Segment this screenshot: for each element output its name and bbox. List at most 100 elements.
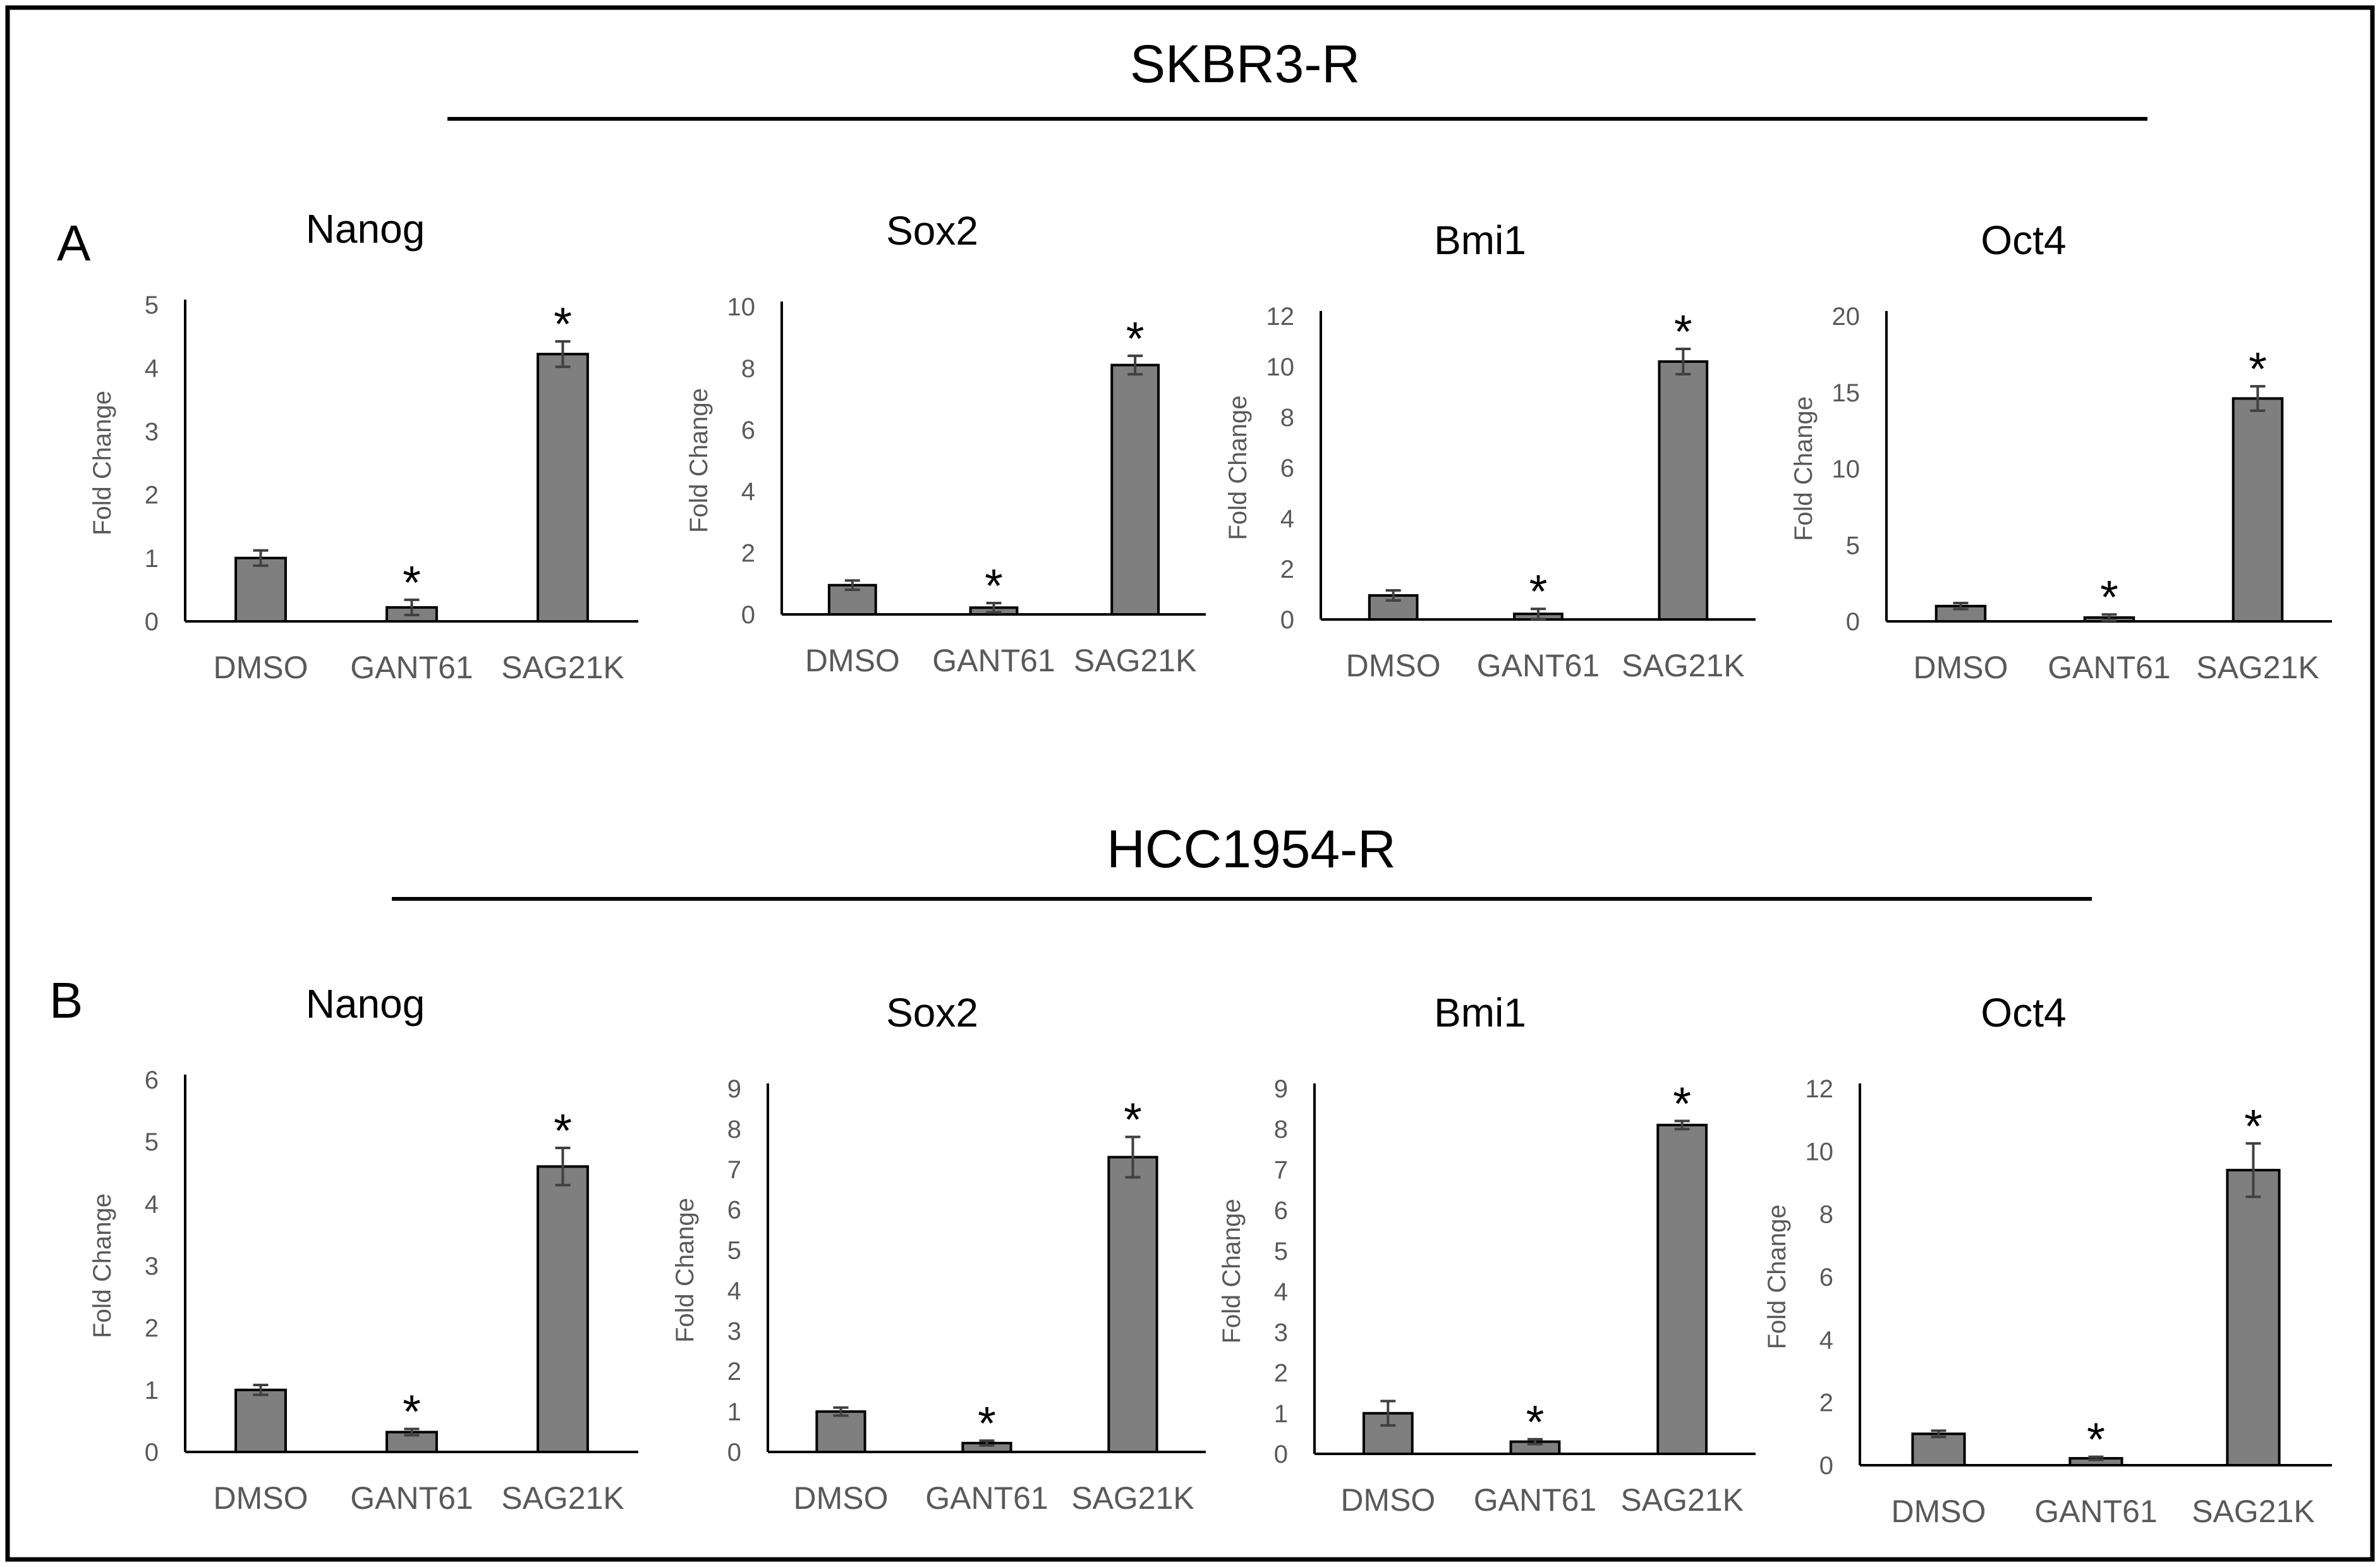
y-tick-label: 20 bbox=[1832, 303, 1861, 331]
chart-title: Nanog bbox=[306, 981, 425, 1027]
y-tick-label: 0 bbox=[1846, 608, 1860, 636]
y-tick-label: 8 bbox=[1280, 404, 1294, 432]
y-tick-label: 3 bbox=[1274, 1319, 1288, 1346]
significance-star: * bbox=[2100, 571, 2118, 623]
x-tick-label: SAG21K bbox=[1074, 643, 1197, 678]
x-tick-label: DMSO bbox=[214, 650, 308, 685]
x-tick-label: GANT61 bbox=[1474, 1482, 1597, 1518]
chart-title: Sox2 bbox=[886, 208, 978, 253]
significance-star: * bbox=[1126, 312, 1144, 365]
chart-hcc1954-r-sox2: Sox2 Fold Change 0 1 2 3 4 5 6 7 8 9 DMSO * GANT61 * SAG… bbox=[671, 990, 1206, 1516]
y-tick-label: 2 bbox=[1819, 1389, 1833, 1417]
y-tick-label: 5 bbox=[1846, 532, 1860, 559]
y-tick-label: 0 bbox=[727, 1439, 741, 1466]
significance-star: * bbox=[1673, 1077, 1691, 1130]
x-tick-label: GANT61 bbox=[350, 1480, 473, 1516]
y-tick-label: 6 bbox=[145, 1066, 159, 1094]
y-tick-label: 15 bbox=[1832, 379, 1861, 407]
x-tick-label: SAG21K bbox=[1620, 1482, 1744, 1518]
chart-skbr3-r-sox2: Sox2 Fold Change 0 2 4 6 8 10 DMSO * GANT61 * SAG21K bbox=[685, 208, 1206, 678]
significance-star: * bbox=[2087, 1413, 2105, 1466]
bar bbox=[234, 556, 287, 623]
y-tick-label: 12 bbox=[1266, 303, 1295, 331]
y-tick-label: 10 bbox=[1266, 353, 1295, 381]
y-tick-label: 1 bbox=[145, 1377, 159, 1405]
chart-skbr3-r-oct4: Oct4 Fold Change 0 5 10 15 20 DMSO * GANT61 * SAG21… bbox=[1790, 217, 2332, 685]
y-tick-label: 8 bbox=[1819, 1201, 1833, 1229]
significance-star: * bbox=[985, 559, 1003, 612]
y-tick-label: 4 bbox=[741, 478, 755, 506]
y-axis-title: Fold Change bbox=[671, 1198, 699, 1343]
y-tick-label: 2 bbox=[741, 540, 755, 568]
bar bbox=[1911, 1432, 1966, 1466]
y-tick-label: 1 bbox=[1274, 1400, 1288, 1428]
x-tick-label: GANT61 bbox=[350, 650, 473, 685]
y-axis-title: Fold Change bbox=[685, 388, 713, 533]
y-axis-title: Fold Change bbox=[1790, 396, 1818, 541]
y-tick-label: 4 bbox=[145, 1190, 159, 1218]
y-tick-label: 5 bbox=[1274, 1238, 1288, 1265]
bar bbox=[1656, 1123, 1708, 1456]
y-tick-label: 6 bbox=[1280, 454, 1294, 482]
significance-star: * bbox=[554, 1104, 572, 1157]
y-tick-label: 4 bbox=[1280, 505, 1294, 533]
x-tick-label: GANT61 bbox=[2048, 650, 2171, 685]
x-tick-label: DMSO bbox=[794, 1480, 889, 1516]
x-tick-label: SAG21K bbox=[501, 650, 624, 685]
y-tick-label: 0 bbox=[145, 1439, 159, 1466]
x-tick-label: SAG21K bbox=[1622, 648, 1745, 683]
chart-hcc1954-r-oct4: Oct4 Fold Change 0 2 4 6 8 10 12 DMSO * GANT61 * SAG2… bbox=[1763, 990, 2332, 1529]
chart-title: Sox2 bbox=[886, 990, 978, 1035]
chart-title: Oct4 bbox=[1981, 990, 2066, 1035]
y-axis-title: Fold Change bbox=[88, 391, 116, 535]
chart-title: Oct4 bbox=[1981, 217, 2066, 263]
y-tick-label: 6 bbox=[1274, 1197, 1288, 1225]
y-axis-title: Fold Change bbox=[88, 1193, 116, 1338]
x-tick-label: SAG21K bbox=[1071, 1480, 1194, 1516]
significance-star: * bbox=[2249, 343, 2267, 395]
y-axis-title: Fold Change bbox=[1224, 395, 1252, 540]
panel-letter-b: B bbox=[49, 972, 83, 1028]
group-title-a: SKBR3-R bbox=[1130, 34, 1360, 94]
y-tick-label: 10 bbox=[1832, 456, 1861, 484]
significance-star: * bbox=[1674, 305, 1692, 358]
group-title-b: HCC1954-R bbox=[1107, 819, 1396, 879]
x-tick-label: GANT61 bbox=[925, 1480, 1048, 1516]
y-tick-label: 8 bbox=[741, 355, 755, 382]
y-axis-title: Fold Change bbox=[1218, 1198, 1246, 1343]
y-tick-label: 8 bbox=[1274, 1116, 1288, 1143]
y-tick-label: 2 bbox=[1280, 556, 1294, 583]
chart-skbr3-r-nanog: Nanog Fold Change 0 1 2 3 4 5 DMSO * GANT61 * SAG21K bbox=[88, 206, 638, 685]
x-tick-label: GANT61 bbox=[2034, 1494, 2158, 1529]
y-tick-label: 6 bbox=[741, 417, 755, 444]
y-tick-label: 6 bbox=[1819, 1264, 1833, 1291]
chart-hcc1954-r-nanog: Nanog Fold Change 0 1 2 3 4 5 6 DMSO * GANT61 * SAG21… bbox=[88, 981, 638, 1516]
x-tick-label: GANT61 bbox=[932, 643, 1055, 678]
bar bbox=[1110, 363, 1160, 616]
y-tick-label: 1 bbox=[727, 1398, 741, 1426]
y-tick-label: 4 bbox=[145, 355, 159, 382]
chart-title: Nanog bbox=[306, 206, 425, 252]
y-tick-label: 4 bbox=[1819, 1326, 1833, 1354]
x-tick-label: DMSO bbox=[1340, 1482, 1435, 1518]
bar bbox=[1107, 1155, 1158, 1453]
figure-border bbox=[5, 5, 2375, 1562]
bar bbox=[1658, 360, 1709, 621]
chart-skbr3-r-bmi1: Bmi1 Fold Change 0 2 4 6 8 10 12 DMSO * GANT61 * SAG2… bbox=[1224, 217, 1756, 683]
x-tick-label: SAG21K bbox=[2192, 1494, 2315, 1529]
significance-star: * bbox=[403, 556, 421, 609]
significance-star: * bbox=[978, 1397, 996, 1449]
y-tick-label: 10 bbox=[727, 293, 756, 321]
bar bbox=[2231, 397, 2284, 623]
y-tick-label: 3 bbox=[145, 1253, 159, 1281]
x-tick-label: DMSO bbox=[214, 1480, 308, 1516]
y-tick-label: 3 bbox=[145, 418, 159, 446]
significance-star: * bbox=[2244, 1100, 2262, 1152]
y-tick-label: 4 bbox=[727, 1277, 741, 1305]
y-tick-label: 0 bbox=[1280, 606, 1294, 634]
significance-star: * bbox=[1124, 1094, 1142, 1146]
panel-letter-a: A bbox=[57, 215, 91, 271]
significance-star: * bbox=[1526, 1396, 1545, 1448]
